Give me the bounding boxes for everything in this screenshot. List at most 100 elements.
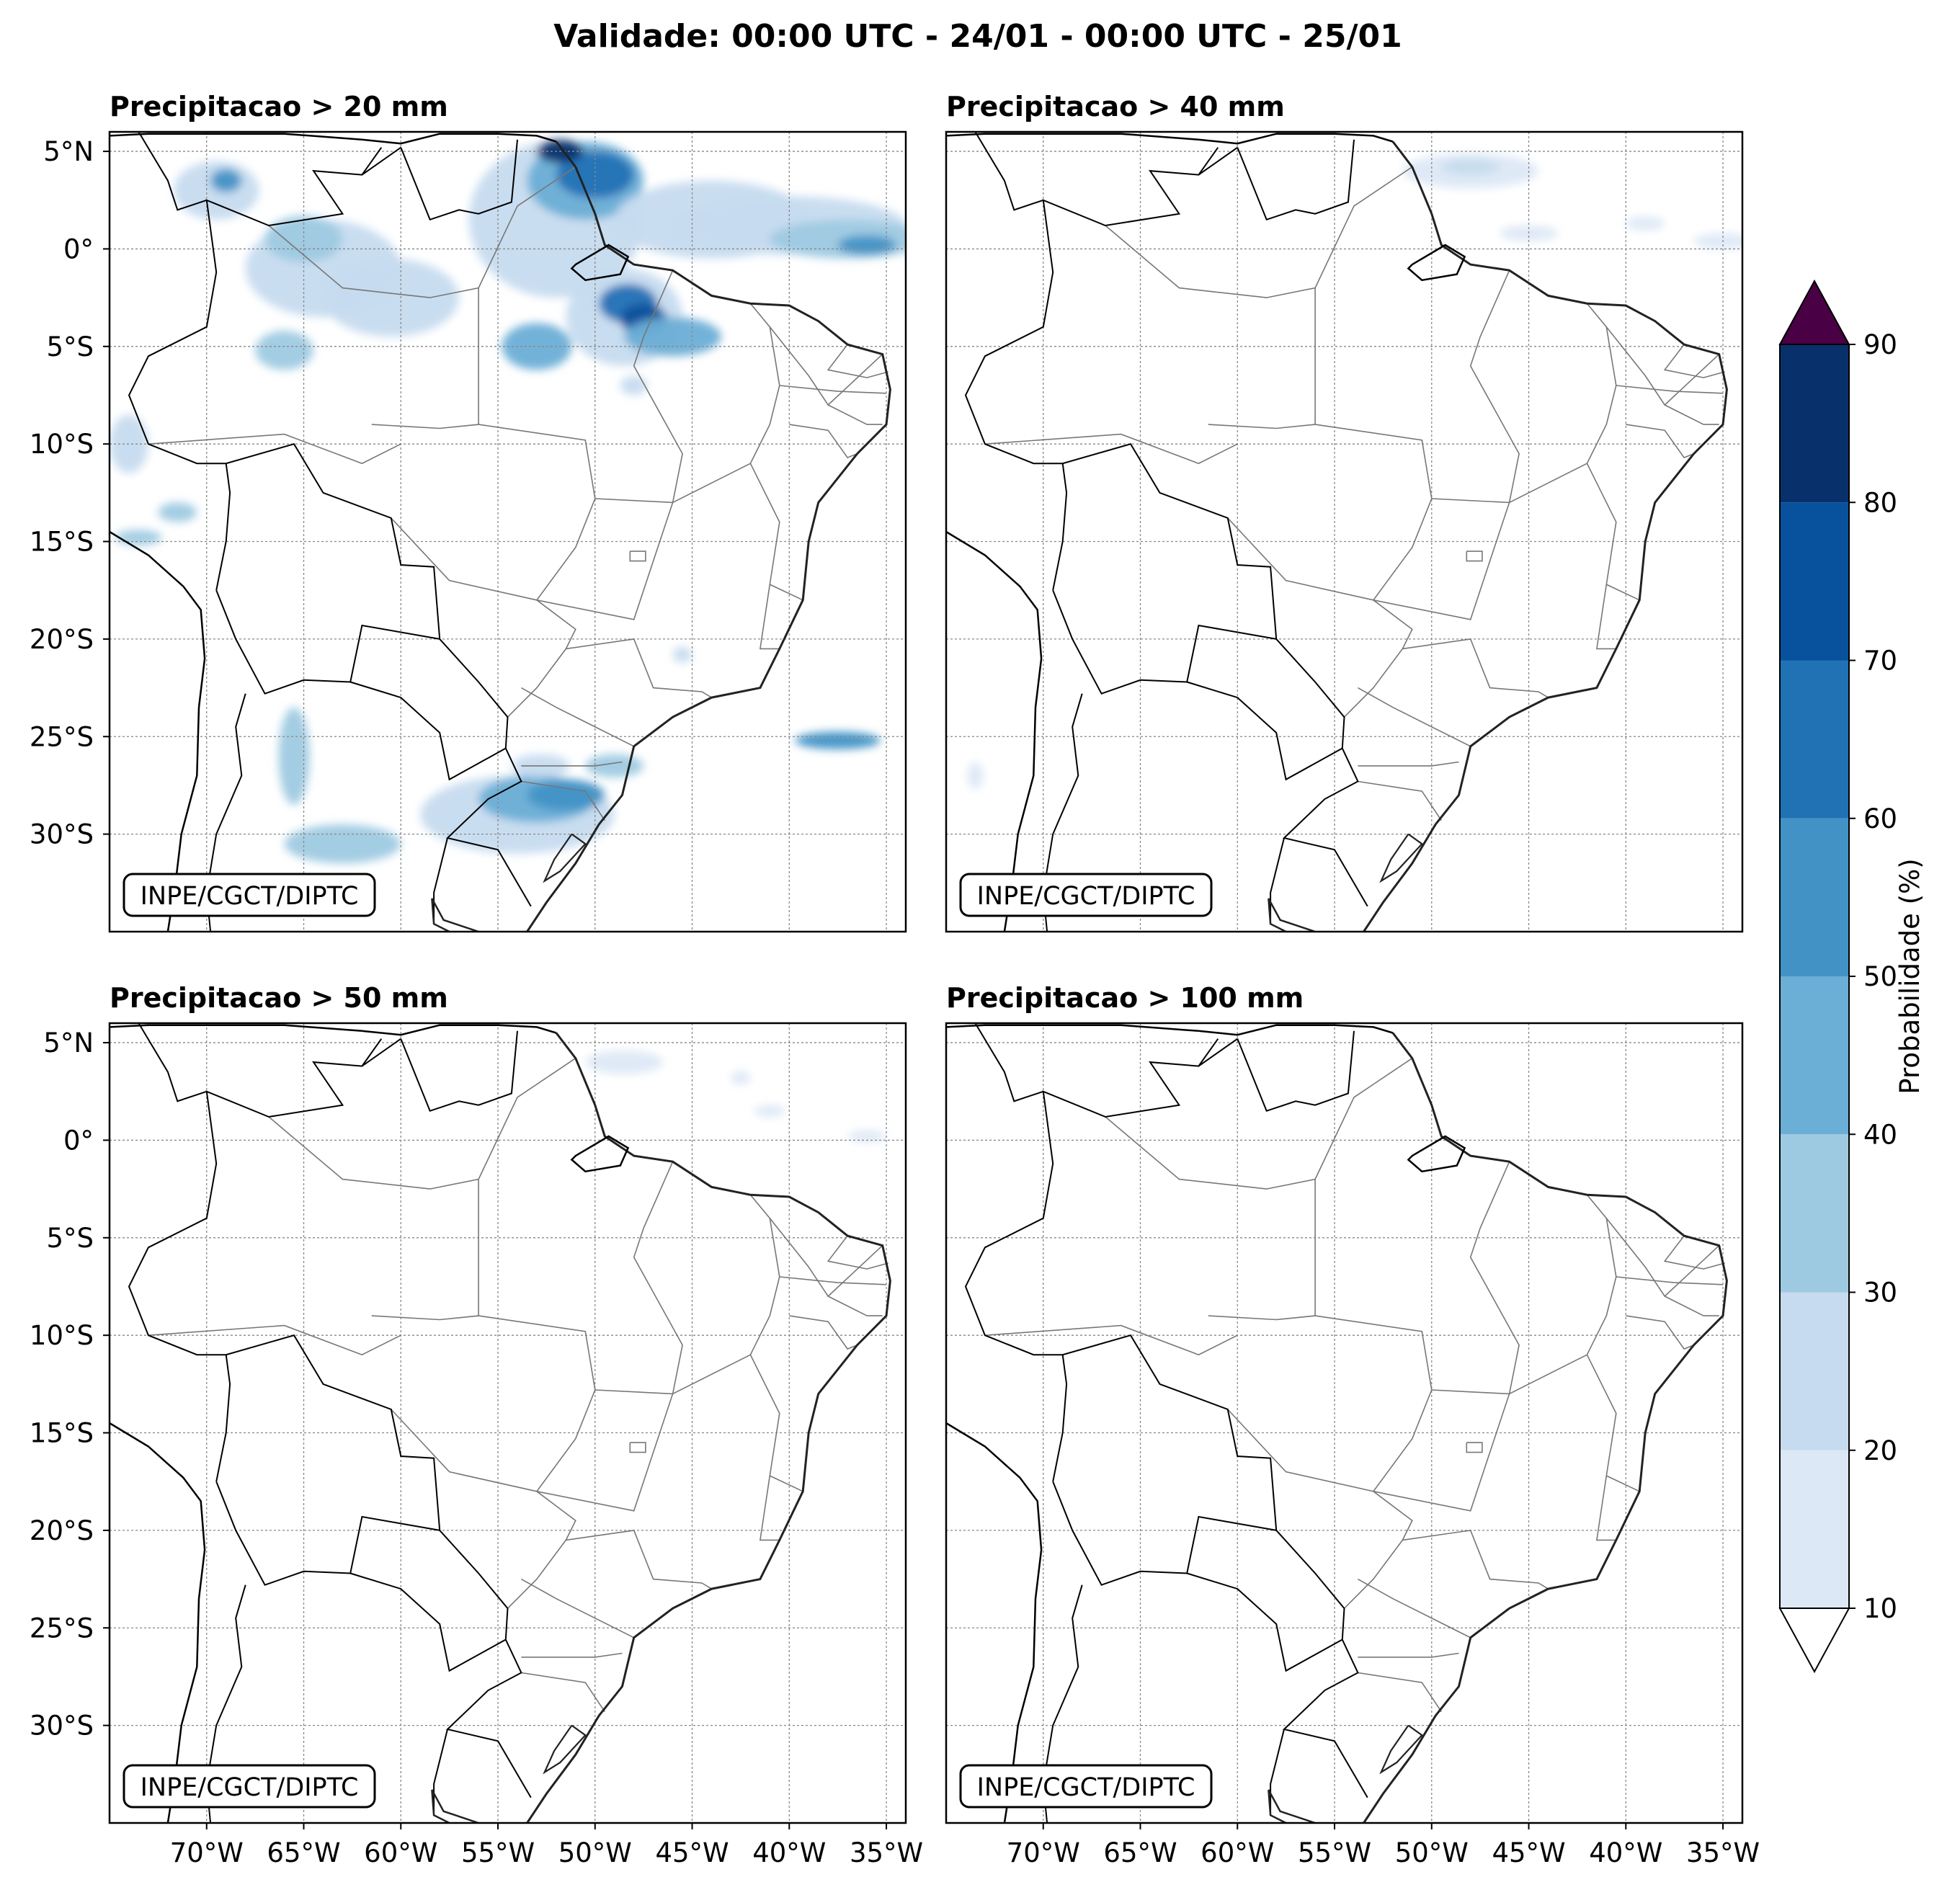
colorbar-tick-label: 80 [1863,487,1897,518]
state-border [478,1161,683,1395]
state-border [478,269,683,504]
colorbar-tick-label: 40 [1863,1119,1897,1150]
marajo-island [570,244,630,282]
coastline [431,898,479,932]
state-border [1663,344,1725,378]
map-panel: Precipitacao > 40 mm INPE/CGCT/DIPTC [945,91,1744,933]
credit-label: INPE/CGCT/DIPTC [141,882,359,911]
lagoa-dos-patos [1379,1724,1423,1775]
panel-title: Precipitacao > 100 mm [946,982,1304,1014]
state-border [521,1672,605,1713]
colorbar-segment [1780,344,1849,503]
state-border [1616,385,1724,394]
country-border [349,1515,507,1672]
lon-tick-label: 65°W [1103,1837,1177,1868]
state-border [1595,584,1616,650]
credit-box [122,1764,376,1809]
colorbar-segment [1780,660,1849,819]
credit-label: INPE/CGCT/DIPTC [977,1773,1195,1802]
state-border [1373,1194,1617,1512]
state-border [629,1442,646,1453]
panel-title: Precipitacao > 50 mm [110,982,448,1014]
lat-tick-label: 20°S [30,624,94,655]
panel-frame [108,130,907,933]
figure-title: Validade: 00:00 UTC - 24/01 - 00:00 UTC … [553,18,1402,55]
probability-area [115,530,162,545]
state-border [1358,780,1442,821]
panel-title: Precipitacao > 20 mm [110,91,448,122]
coastline [431,1789,479,1823]
colorbar-tick-label: 70 [1863,646,1897,677]
state-border [1358,687,1471,747]
state-border [984,1324,1238,1356]
colorbar-segment [1780,818,1849,976]
credit-box [122,873,376,917]
coastline [1268,898,1316,932]
state-border [779,1276,887,1285]
state-border [1358,761,1459,767]
state-border [1358,1578,1471,1639]
country-border [1052,1355,1068,1482]
state-border [1605,1218,1720,1298]
state-border [148,433,401,465]
coastline [946,133,1199,141]
state-border [749,463,803,601]
marajo-island [570,1135,630,1173]
lon-tick-label: 60°W [1200,1837,1274,1868]
credit-label: INPE/CGCT/DIPTC [977,882,1195,911]
country-border [1186,624,1343,781]
coastline [1268,1789,1316,1823]
coastline [362,1024,557,1036]
country-border [974,1023,1044,1102]
probability-area [847,1130,887,1143]
state-border [827,344,888,378]
lon-tick-label: 35°W [850,1837,923,1868]
country-border [1198,147,1219,176]
panel-frame [108,1022,907,1824]
lat-tick-label: 5°N [43,136,94,167]
gridlines [110,132,906,932]
lat-tick-label: 25°S [30,721,94,752]
country-border [215,463,231,591]
state-border [1466,1442,1483,1453]
state-border [984,433,1238,465]
panel-title: Precipitacao > 40 mm [946,91,1285,122]
probability-area [264,215,343,263]
lon-tick-label: 40°W [1589,1837,1662,1868]
lon-tick-label: 50°W [1395,1837,1469,1868]
probability-area [837,235,896,255]
lon-tick-label: 55°W [1298,1837,1371,1868]
state-border [478,166,576,288]
state-border [827,1296,883,1316]
country-border [1237,1030,1355,1113]
colorbar-tick-label: 30 [1863,1278,1897,1308]
state-border [1314,1161,1520,1395]
precipitation-probability-field [967,153,1742,790]
state-border [827,1235,888,1270]
lat-tick-label: 25°S [30,1613,94,1644]
probability-area [323,258,460,337]
state-border [521,761,623,767]
colorbar-segment [1780,1450,1849,1608]
coastline [362,133,557,145]
probability-area [585,754,644,778]
map-background [110,1023,906,1823]
colorbar-segment [1780,1134,1849,1293]
country-border [1052,463,1068,591]
colorbar-tick-label: 10 [1863,1593,1897,1624]
colorbar-tick-label: 90 [1863,329,1897,360]
state-border [789,1315,858,1350]
panel-frame [945,130,1744,933]
state-border [1664,1296,1719,1316]
country-border [400,1030,518,1113]
brazil-border [128,1038,532,1798]
colorbar: 10 20 30 40 50 60 70 80 90 Probabilidade (%) [1778,279,1925,1674]
country-border [1198,1038,1219,1067]
country-border [1052,589,1188,695]
state-border [1663,1235,1725,1270]
map-background [946,1023,1742,1823]
state-border [521,780,605,821]
lon-tick-label: 60°W [364,1837,437,1868]
state-border [1314,1058,1413,1180]
gridlines [946,1023,1742,1823]
